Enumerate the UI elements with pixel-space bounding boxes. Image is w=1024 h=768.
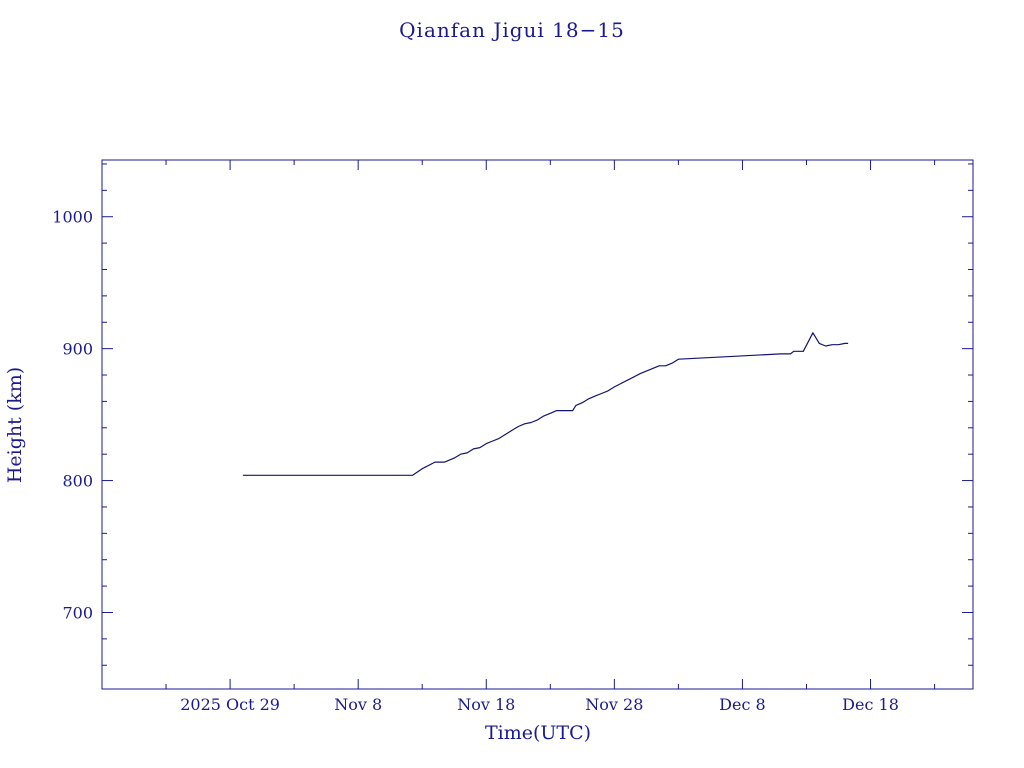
x-tick-label: Nov 8 (334, 695, 382, 714)
x-axis-label: Time(UTC) (485, 722, 591, 744)
y-tick-label: 800 (62, 472, 93, 491)
x-tick-label: Nov 18 (457, 695, 515, 714)
x-tick-label: Dec 8 (719, 695, 766, 714)
x-tick-label: Dec 18 (842, 695, 899, 714)
tick-labels: 2025 Oct 29 Nov 8 Nov 18 Nov 28 Dec 8 Dec 18 7… (52, 208, 899, 714)
x-tick-label: Nov 28 (585, 695, 643, 714)
x-tick-label: 2025 Oct 29 (180, 695, 280, 714)
chart-title: Qianfan Jigui 18−15 (399, 18, 625, 42)
axis-ticks (102, 160, 973, 689)
y-tick-label: 700 (62, 603, 93, 622)
y-tick-label: 900 (62, 340, 93, 359)
plot-frame (101, 159, 974, 690)
y-axis-label: Height (km) (4, 367, 26, 483)
y-tick-label: 1000 (52, 208, 93, 227)
height-series-line (242, 332, 849, 476)
